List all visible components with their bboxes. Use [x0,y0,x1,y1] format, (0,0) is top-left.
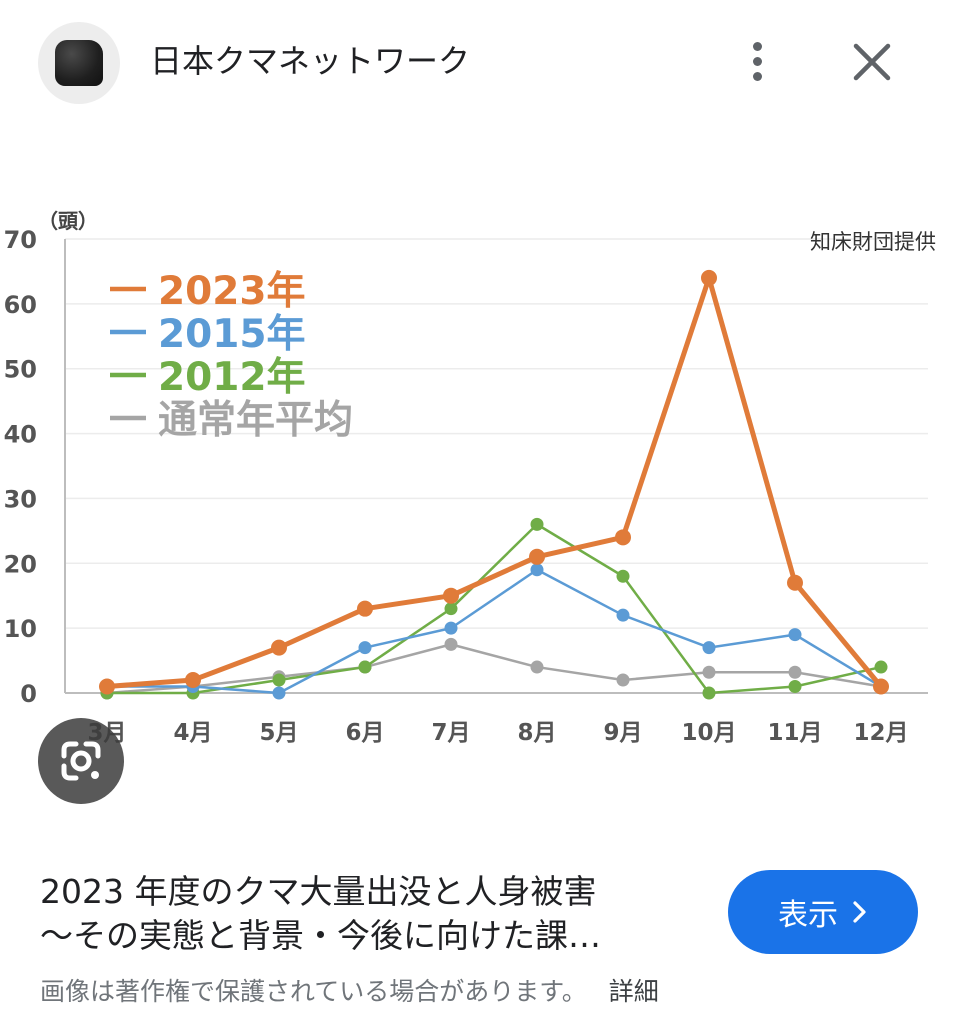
view-button[interactable]: 表示 [728,870,918,954]
close-icon [853,43,891,81]
data-point [788,665,802,679]
data-point [530,563,544,577]
legend-entry: 2023年 [158,269,306,314]
data-point [702,686,716,700]
chevron-right-icon [853,901,866,923]
close-button[interactable] [846,36,898,88]
x-tick-label: 6月 [345,720,384,746]
y-tick-label: 30 [4,485,37,513]
data-point [701,269,717,286]
lens-search-button[interactable] [38,718,124,804]
data-point [444,602,458,616]
view-button-label: 表示 [778,898,838,933]
image-title-line-1: 2023 年度のクマ大量出没と人身被害 [40,872,597,911]
data-point [788,680,802,694]
data-point [615,529,631,546]
lens-icon [61,741,101,781]
data-point [185,672,201,689]
data-point [787,574,803,591]
x-tick-label: 9月 [603,720,642,746]
x-tick-label: 10月 [681,720,736,746]
x-tick-label: 12月 [853,720,908,746]
data-point [530,517,544,531]
details-link[interactable]: 詳細 [608,977,659,1006]
bear-avatar-icon [55,40,103,86]
x-tick-label: 4月 [173,720,212,746]
data-point [358,660,372,674]
data-point [358,641,372,655]
source-name[interactable]: 日本クマネットワーク [150,42,471,80]
data-point [874,660,888,674]
copyright-text: 画像は著作権で保護されている場合があります。 [40,977,587,1006]
data-point [272,673,286,687]
x-tick-label: 11月 [767,720,822,746]
legend-entry: 2012年 [158,355,306,400]
data-point [444,621,458,635]
image-viewer-header: 日本クマネットワーク [0,0,957,120]
series-line [105,568,883,695]
x-tick-label: 5月 [259,720,298,746]
legend-entry: 2015年 [158,312,306,357]
more-vert-icon [752,41,762,51]
copyright-notice: 画像は著作権で保護されている場合があります。 詳細 [40,975,659,1009]
data-point [873,678,889,695]
chart-image[interactable]: 0102030405060703月4月5月6月7月8月9月10月11月12月（頭… [0,200,957,760]
y-tick-label: 50 [4,356,37,384]
y-tick-label: 0 [20,680,37,708]
data-point [529,548,545,565]
more-options-button[interactable] [732,36,782,86]
image-title-link[interactable]: 2023 年度のクマ大量出没と人身被害 〜その実態と背景・今後に向けた課… [40,870,700,958]
y-tick-label: 70 [4,226,37,254]
series-line [104,275,884,690]
data-point [702,641,716,655]
data-point [616,673,630,687]
line-chart: 0102030405060703月4月5月6月7月8月9月10月11月12月（頭… [4,209,936,746]
data-point [357,600,373,617]
data-point [444,637,458,651]
data-point [530,660,544,674]
source-avatar[interactable] [38,22,120,104]
series-line [105,523,883,695]
data-point [616,569,630,583]
y-tick-label: 40 [4,421,37,449]
data-point [702,665,716,679]
image-title-line-2: 〜その実態と背景・今後に向けた課… [40,916,601,955]
y-tick-label: 10 [4,615,37,643]
y-tick-label: 60 [4,291,37,319]
data-point [272,686,286,700]
data-point [616,608,630,622]
legend-entry: 通常年平均 [158,398,353,443]
data-point [99,678,115,695]
series-line [105,643,883,695]
data-point [271,639,287,656]
chart-credit: 知床財団提供 [810,230,936,254]
y-tick-label: 20 [4,550,37,578]
data-point [788,628,802,642]
y-axis-label: （頭） [38,209,98,233]
x-tick-label: 8月 [517,720,556,746]
x-tick-label: 7月 [431,720,470,746]
data-point [443,587,459,604]
